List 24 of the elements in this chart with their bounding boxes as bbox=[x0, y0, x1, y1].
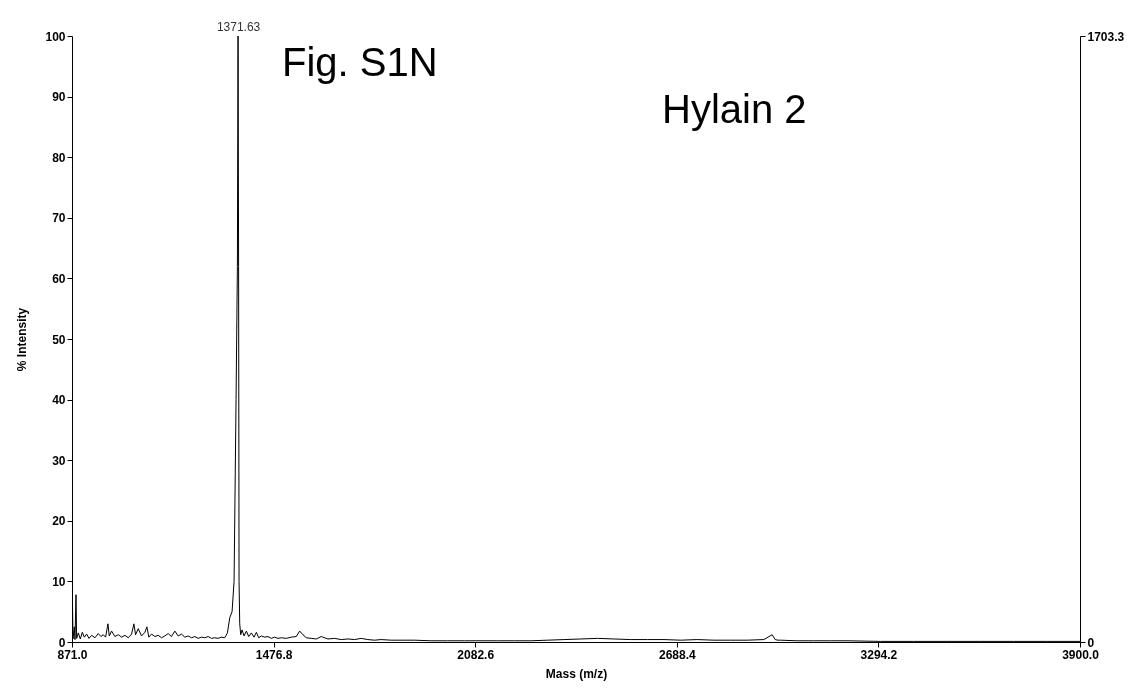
y-tick-label: 20 bbox=[52, 514, 66, 529]
y-tick-label: 100 bbox=[45, 29, 66, 44]
y-tick-label: 80 bbox=[52, 150, 66, 165]
y2-tick-label: 1703.3 bbox=[1087, 29, 1125, 44]
annotation: Fig. S1N bbox=[282, 40, 438, 84]
x-axis-title: Mass (m/z) bbox=[545, 666, 608, 681]
x-tick-label: 3900.0 bbox=[1062, 647, 1100, 662]
y2-tick-label: 0 bbox=[1087, 635, 1095, 650]
x-tick-label: 2688.4 bbox=[658, 647, 696, 662]
x-tick-label: 1476.8 bbox=[255, 647, 293, 662]
x-tick-label: 2082.6 bbox=[457, 647, 495, 662]
y-tick-label: 0 bbox=[58, 635, 66, 650]
y-axis-title: % Intensity bbox=[15, 307, 30, 372]
y-tick-label: 70 bbox=[52, 211, 66, 226]
y-tick-label: 40 bbox=[52, 393, 66, 408]
y-tick-label: 30 bbox=[52, 453, 66, 468]
y-tick-label: 10 bbox=[52, 574, 66, 589]
x-tick-label: 871.0 bbox=[57, 647, 88, 662]
x-tick-label: 3294.2 bbox=[860, 647, 898, 662]
y-tick-label: 90 bbox=[52, 90, 66, 105]
annotation: Hylain 2 bbox=[662, 87, 807, 131]
annotation: 1371.63 bbox=[216, 20, 261, 34]
y-tick-label: 50 bbox=[52, 332, 66, 347]
y-tick-label: 60 bbox=[52, 271, 66, 286]
